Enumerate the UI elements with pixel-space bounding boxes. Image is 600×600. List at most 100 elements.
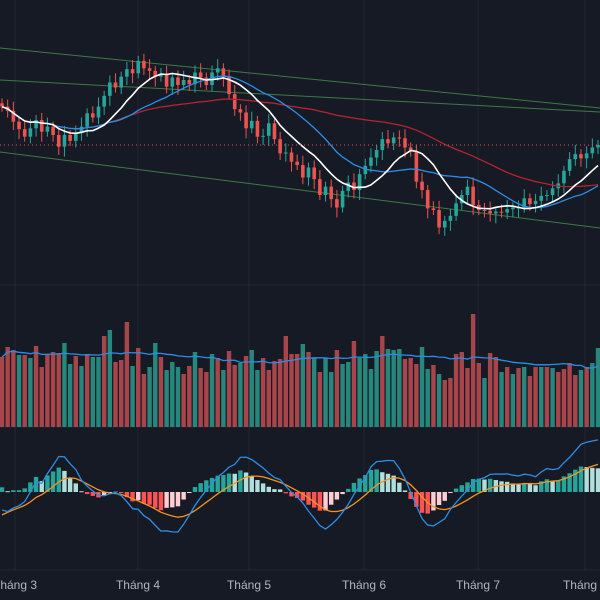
macd-histogram-bar bbox=[300, 492, 306, 501]
candle-body bbox=[56, 135, 61, 147]
candle-body bbox=[397, 137, 402, 139]
volume-bar bbox=[215, 358, 220, 427]
candle-body bbox=[369, 157, 373, 166]
candle-body bbox=[96, 106, 101, 118]
grid bbox=[0, 0, 600, 571]
volume-bar bbox=[584, 367, 589, 427]
macd-histogram-bar bbox=[130, 492, 135, 502]
volume-bar bbox=[323, 358, 328, 427]
volume-bar bbox=[414, 364, 419, 427]
macd-histogram-bar bbox=[539, 481, 544, 492]
volume-bar bbox=[590, 363, 595, 427]
macd-histogram-bar bbox=[578, 466, 584, 492]
candle-body bbox=[306, 167, 311, 178]
macd-histogram-bar bbox=[79, 491, 84, 493]
volume-bar bbox=[459, 352, 464, 427]
volume-bar bbox=[90, 357, 96, 427]
volume-bar bbox=[363, 354, 368, 427]
volume-bar bbox=[73, 356, 78, 427]
macd-histogram-bar bbox=[459, 485, 464, 492]
volume-bar bbox=[45, 354, 50, 427]
price-panel[interactable] bbox=[0, 47, 600, 236]
volume-bar bbox=[260, 358, 266, 427]
candle-body bbox=[545, 195, 549, 196]
macd-histogram-bar bbox=[136, 492, 141, 501]
volume-bar bbox=[62, 343, 67, 427]
macd-panel[interactable] bbox=[0, 439, 600, 533]
volume-bar bbox=[283, 336, 289, 427]
macd-histogram-bar bbox=[431, 492, 436, 511]
volume-bar bbox=[56, 353, 61, 427]
candle-body bbox=[562, 170, 566, 184]
candle-body bbox=[357, 174, 362, 190]
candle-body bbox=[130, 69, 135, 74]
macd-histogram-bar bbox=[283, 492, 289, 494]
volume-bar bbox=[243, 356, 249, 427]
candle-body bbox=[108, 82, 112, 96]
volume-panel[interactable] bbox=[0, 314, 600, 427]
candle-body bbox=[425, 190, 430, 209]
macd-histogram-bar bbox=[215, 475, 220, 492]
macd-histogram-bar bbox=[584, 467, 589, 492]
candle-body bbox=[459, 195, 464, 204]
candle-body bbox=[295, 161, 299, 165]
macd-histogram-bar bbox=[476, 478, 481, 492]
candle-body bbox=[550, 188, 555, 195]
volume-bar bbox=[113, 362, 118, 427]
candle-body bbox=[68, 135, 72, 141]
candle-body bbox=[329, 186, 334, 200]
volume-bar bbox=[153, 343, 158, 427]
volume-bar bbox=[493, 357, 499, 427]
volume-bar bbox=[107, 330, 113, 427]
volume-bar bbox=[385, 349, 391, 427]
macd-histogram-bar bbox=[272, 489, 277, 492]
volume-bar bbox=[147, 367, 152, 427]
candle-body bbox=[408, 147, 413, 152]
volume-bar bbox=[595, 348, 600, 427]
macd-histogram-bar bbox=[67, 478, 73, 492]
volume-bar bbox=[482, 378, 487, 427]
macd-histogram-bar bbox=[16, 490, 22, 492]
candle-body bbox=[437, 210, 441, 228]
x-tick-label: Tháng 4 bbox=[116, 578, 160, 592]
volume-bar bbox=[351, 341, 357, 427]
candle-body bbox=[176, 77, 180, 85]
macd-histogram-bar bbox=[238, 470, 243, 492]
macd-histogram-bar bbox=[164, 492, 169, 508]
candle-body bbox=[431, 208, 436, 210]
candle-body bbox=[522, 198, 527, 208]
candle-body bbox=[227, 76, 231, 95]
macd-histogram-bar bbox=[408, 492, 413, 500]
candle-body bbox=[119, 76, 123, 88]
candle-body bbox=[34, 120, 38, 129]
macd-histogram-bar bbox=[527, 483, 533, 492]
macd-histogram-bar bbox=[436, 492, 442, 505]
macd-histogram-bar bbox=[181, 492, 186, 500]
macd-histogram-bar bbox=[175, 492, 181, 507]
candle-body bbox=[471, 186, 475, 205]
macd-histogram-bar bbox=[453, 488, 459, 492]
volume-bar bbox=[101, 336, 107, 427]
candle-body bbox=[573, 154, 578, 160]
volume-bar bbox=[175, 367, 181, 427]
macd-histogram-bar bbox=[419, 492, 425, 513]
channel-upper-line bbox=[0, 47, 600, 109]
x-tick-label: Tháng 7 bbox=[456, 578, 500, 592]
macd-histogram-bar bbox=[192, 487, 198, 492]
volume-bar bbox=[510, 374, 516, 427]
volume-bar bbox=[187, 366, 192, 427]
macd-histogram-bar bbox=[504, 481, 510, 492]
macd-histogram-bar bbox=[385, 473, 391, 492]
macd-histogram-bar bbox=[204, 480, 209, 492]
macd-histogram-bar bbox=[124, 492, 130, 498]
candle-body bbox=[374, 150, 379, 158]
candle-body bbox=[266, 123, 271, 136]
macd-histogram-bar bbox=[329, 492, 334, 505]
candle-body bbox=[51, 126, 55, 135]
volume-bar bbox=[556, 372, 561, 427]
candle-body bbox=[318, 179, 322, 195]
candle-body bbox=[363, 165, 368, 175]
macd-histogram-bar bbox=[198, 483, 203, 492]
candle-body bbox=[454, 203, 458, 216]
